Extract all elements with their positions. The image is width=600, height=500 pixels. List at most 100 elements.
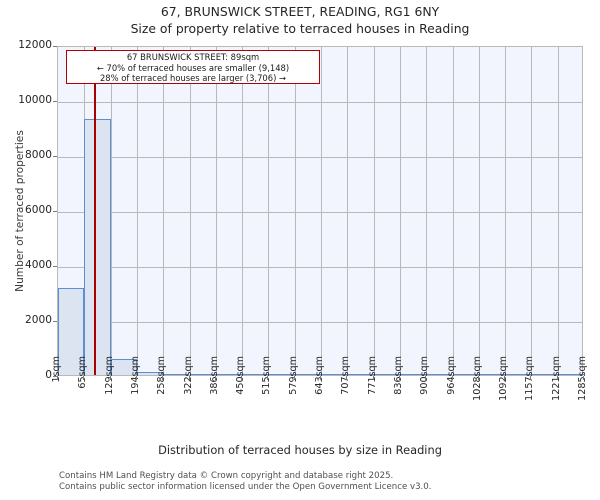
histogram-bar (294, 373, 321, 375)
histogram-bar (268, 373, 295, 375)
gridline-vertical (374, 47, 375, 375)
histogram-bar (189, 373, 216, 375)
histogram-bar (452, 373, 479, 375)
y-tick-label: 2000 (25, 314, 52, 326)
y-tick-mark (53, 321, 57, 322)
x-tick-mark (372, 376, 374, 380)
histogram-bar (84, 118, 111, 375)
x-tick-label: 964sqm (446, 356, 457, 416)
x-tick-label: 643sqm (314, 356, 325, 416)
gridline-vertical (321, 47, 322, 375)
x-tick-mark (425, 376, 427, 380)
x-tick-mark (135, 376, 137, 380)
x-tick-mark (583, 376, 584, 380)
x-tick-label: 836sqm (393, 356, 404, 416)
gridline-horizontal (58, 322, 582, 323)
x-tick-label: 1sqm (51, 356, 62, 383)
x-tick-mark (293, 376, 295, 380)
gridline-vertical (558, 47, 559, 375)
x-tick-mark (346, 376, 348, 380)
x-tick-label: 258sqm (156, 356, 167, 416)
gridline-vertical (453, 47, 454, 375)
y-tick-label: 8000 (25, 149, 52, 161)
x-tick-label: 771sqm (367, 356, 378, 416)
x-axis-label: Distribution of terraced houses by size … (158, 443, 442, 457)
x-tick-label: 1285sqm (577, 356, 588, 416)
x-tick-mark (320, 376, 321, 380)
x-tick-mark (188, 376, 190, 380)
y-tick-label: 4000 (25, 259, 52, 271)
title-block: 67, BRUNSWICK STREET, READING, RG1 6NY S… (0, 4, 600, 37)
histogram-bar (136, 372, 164, 375)
gridline-vertical (190, 47, 191, 375)
x-tick-label: 65sqm (77, 356, 89, 389)
gridline-vertical (242, 47, 243, 375)
y-tick-mark (53, 266, 57, 267)
gridline-vertical (137, 47, 138, 375)
x-tick-label: 129sqm (104, 356, 115, 416)
annotation-line-1: 67 BRUNSWICK STREET: 89sqm (126, 52, 260, 62)
histogram-bar (373, 373, 400, 375)
footer-line-1: Contains HM Land Registry data © Crown c… (59, 471, 394, 481)
gridline-vertical (268, 47, 269, 375)
histogram-bar (347, 373, 374, 375)
x-tick-mark (267, 376, 269, 380)
x-tick-mark (451, 376, 453, 380)
x-tick-label: 707sqm (340, 356, 351, 416)
x-tick-mark (504, 376, 506, 380)
gridline-vertical (531, 47, 532, 375)
histogram-bar (321, 373, 348, 375)
histogram-bar (557, 373, 584, 375)
plot-area (57, 46, 584, 376)
footer-line-2: Contains public sector information licen… (59, 481, 432, 492)
gridline-vertical (295, 47, 296, 375)
gridline-vertical (505, 47, 506, 375)
x-tick-label: 386sqm (209, 356, 220, 416)
y-tick-label: 12000 (18, 39, 52, 51)
x-tick-label: 579sqm (288, 356, 299, 416)
gridline-vertical (400, 47, 401, 375)
y-tick-label: 0 (45, 369, 52, 381)
y-tick-mark (53, 156, 57, 157)
property-marker-line (94, 47, 96, 375)
gridline-vertical (426, 47, 427, 375)
x-tick-label: 1092sqm (498, 356, 509, 416)
annotation-line-2: ← 70% of terraced houses are smaller (9,… (96, 62, 290, 73)
y-tick-mark (53, 101, 57, 102)
x-tick-mark (162, 376, 164, 380)
x-tick-label: 1157sqm (524, 356, 535, 416)
histogram-bar (58, 287, 85, 375)
y-tick-label: 10000 (18, 94, 52, 106)
y-tick-mark (53, 376, 57, 377)
gridline-vertical (479, 47, 480, 375)
x-tick-mark (83, 376, 85, 380)
x-tick-label: 322sqm (183, 356, 194, 416)
histogram-bar (478, 373, 506, 375)
gridline-horizontal (58, 157, 582, 158)
histogram-bar (242, 373, 269, 375)
annotation-line-3: 28% of terraced houses are larger (3,706… (99, 73, 287, 84)
x-tick-mark (109, 376, 111, 380)
histogram-bar (110, 359, 137, 375)
gridline-horizontal (58, 267, 582, 268)
x-tick-mark (530, 376, 532, 380)
property-annotation-box: 67 BRUNSWICK STREET: 89sqm ← 70% of terr… (66, 50, 320, 84)
histogram-bar (163, 373, 190, 375)
gridline-vertical (347, 47, 348, 375)
y-tick-mark (53, 211, 57, 212)
histogram-bar (505, 373, 532, 375)
x-tick-label: 450sqm (235, 356, 246, 416)
x-tick-label: 515sqm (261, 356, 272, 416)
chart-subtitle: Size of property relative to terraced ho… (130, 21, 470, 36)
x-tick-label: 194sqm (130, 356, 141, 416)
x-tick-mark (241, 376, 243, 380)
footer-attribution: Contains HM Land Registry data © Crown c… (59, 471, 579, 492)
x-tick-mark (477, 376, 479, 380)
gridline-vertical (111, 47, 112, 375)
y-tick-mark (53, 46, 57, 47)
gridline-vertical (216, 47, 217, 375)
y-axis-ticks: 0 2000 4000 6000 8000 10000 12000 (0, 0, 52, 500)
histogram-bar (531, 373, 558, 375)
x-tick-label: 1221sqm (551, 356, 562, 416)
